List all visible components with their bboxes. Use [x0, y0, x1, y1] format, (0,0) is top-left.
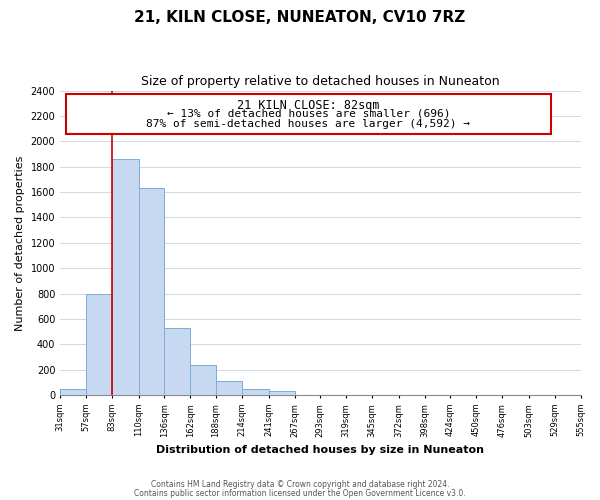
- Title: Size of property relative to detached houses in Nuneaton: Size of property relative to detached ho…: [141, 75, 500, 88]
- Bar: [269, 392, 295, 395]
- Bar: [242, 389, 269, 395]
- Y-axis label: Number of detached properties: Number of detached properties: [15, 155, 25, 330]
- X-axis label: Distribution of detached houses by size in Nuneaton: Distribution of detached houses by size …: [157, 445, 484, 455]
- Bar: [112, 159, 139, 395]
- Bar: [60, 389, 86, 395]
- FancyBboxPatch shape: [66, 94, 551, 134]
- Bar: [190, 366, 216, 395]
- Text: 21 KILN CLOSE: 82sqm: 21 KILN CLOSE: 82sqm: [237, 100, 380, 112]
- Text: Contains public sector information licensed under the Open Government Licence v3: Contains public sector information licen…: [134, 488, 466, 498]
- Text: Contains HM Land Registry data © Crown copyright and database right 2024.: Contains HM Land Registry data © Crown c…: [151, 480, 449, 489]
- Bar: [139, 188, 164, 395]
- Text: 21, KILN CLOSE, NUNEATON, CV10 7RZ: 21, KILN CLOSE, NUNEATON, CV10 7RZ: [134, 10, 466, 25]
- Bar: [216, 381, 242, 395]
- Bar: [164, 328, 190, 395]
- Text: 87% of semi-detached houses are larger (4,592) →: 87% of semi-detached houses are larger (…: [146, 119, 470, 129]
- Bar: [86, 294, 112, 395]
- Text: ← 13% of detached houses are smaller (696): ← 13% of detached houses are smaller (69…: [167, 109, 450, 119]
